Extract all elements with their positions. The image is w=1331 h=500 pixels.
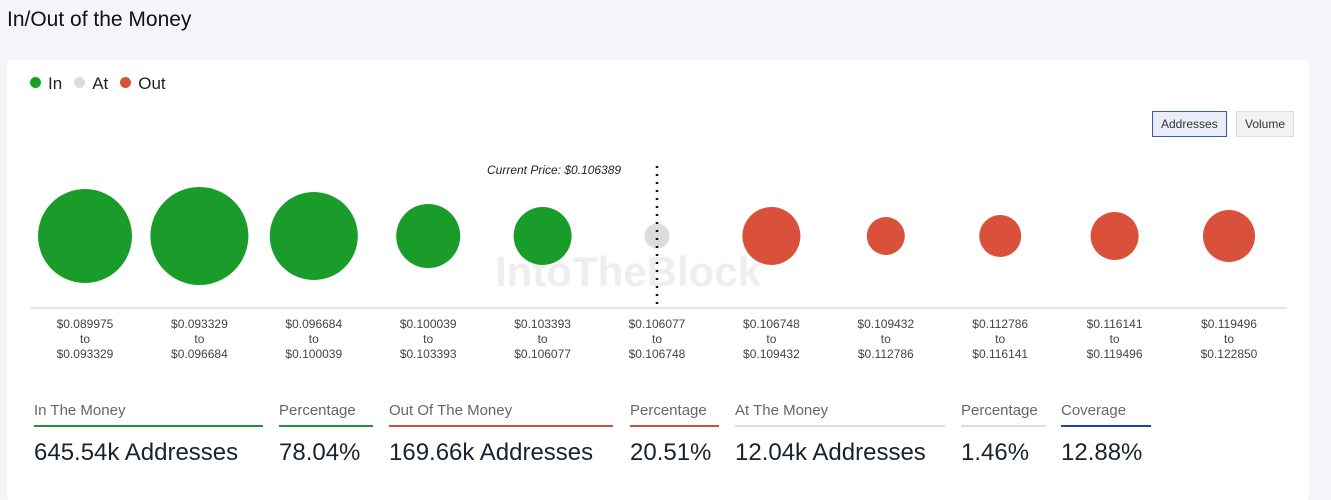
bin-to-word: to [1109,332,1120,346]
bin-label: $0.106748 to $0.109432 [716,317,826,362]
bin-label: $0.112786 to $0.116141 [945,317,1055,362]
bin-to-word: to [880,332,891,346]
bin-to: $0.119496 [1086,347,1143,361]
stat-value: 169.66k Addresses [389,439,594,466]
stat-label: Coverage [1061,402,1151,427]
stat-5: Percentage 1.46% [961,402,1046,467]
stat-label: In The Money [34,402,263,427]
legend: In At Out [30,74,166,94]
bin-label: $0.103393 to $0.106077 [488,317,598,362]
stat-label: Out Of The Money [389,402,613,427]
stat-value: 20.51% [630,439,712,466]
bin-label: $0.109432 to $0.112786 [831,317,941,362]
bin-to: $0.122850 [1200,347,1258,361]
stat-label: Percentage [961,402,1046,427]
stat-1: Percentage 78.04% [279,402,373,467]
stat-4: At The Money 12.04k Addresses [735,402,945,467]
bin-to-word: to [423,332,434,346]
bin-to: $0.100039 [285,347,343,361]
bin-from: $0.112786 [972,317,1029,331]
stat-value: 12.04k Addresses [735,439,926,466]
bin-label: $0.096684 to $0.100039 [259,317,369,362]
bin-to-word: to [651,332,662,346]
bin-to: $0.106077 [514,347,571,361]
bin-from: $0.109432 [857,317,915,331]
bin-from: $0.096684 [285,317,343,331]
bubble-in[interactable] [150,186,249,286]
stat-value: 645.54k Addresses [34,439,239,466]
bin-label: $0.119496 to $0.122850 [1174,317,1284,362]
bin-to: $0.109432 [743,347,800,361]
page-title: In/Out of the Money [7,8,192,31]
bubble-out[interactable] [979,215,1022,257]
bin-to: $0.093329 [56,347,114,361]
stat-value: 12.88% [1061,439,1143,466]
bin-to-word: to [537,332,548,346]
bubble-at[interactable] [644,223,670,249]
stat-label: Percentage [279,402,373,427]
bin-to-word: to [308,332,319,346]
bin-from: $0.103393 [514,317,571,331]
bubble-chart [30,166,1287,309]
bin-label: $0.106077 to $0.106748 [602,317,712,362]
stat-2: Out Of The Money 169.66k Addresses [389,402,613,467]
bin-to: $0.116141 [972,347,1029,361]
bin-from: $0.100039 [399,317,457,331]
bin-from: $0.093329 [171,317,228,331]
bin-from: $0.119496 [1201,317,1257,331]
current-price-label: Current Price: $0.106389 [487,163,622,177]
bubble-in[interactable] [396,203,461,269]
bubble-out[interactable] [1090,211,1139,261]
bin-to-word: to [194,332,205,346]
stat-3: Percentage 20.51% [630,402,719,467]
bin-from: $0.106748 [743,317,800,331]
bubble-out[interactable] [742,207,801,265]
bin-to-word: to [1223,332,1234,346]
bubble-out[interactable] [866,217,905,255]
bin-to-word: to [995,332,1006,346]
stat-value: 1.46% [961,439,1030,466]
legend-in[interactable]: In [30,74,62,94]
stat-value: 78.04% [279,439,361,466]
bin-to: $0.103393 [399,347,457,361]
stat-label: At The Money [735,402,945,427]
bubble-in[interactable] [38,189,132,283]
bin-from: $0.089975 [56,317,114,331]
legend-at[interactable]: At [74,74,108,94]
bin-label: $0.100039 to $0.103393 [373,317,483,362]
legend-out[interactable]: Out [120,74,166,94]
addresses-toggle[interactable]: Addresses [1152,111,1227,137]
stat-0: In The Money 645.54k Addresses [34,402,263,467]
bin-to: $0.112786 [857,347,914,361]
bin-to: $0.096684 [171,347,228,361]
bin-label: $0.093329 to $0.096684 [144,317,254,362]
bubble-in[interactable] [269,191,358,281]
bin-label: $0.089975 to $0.093329 [30,317,140,362]
bin-to-word: to [766,332,777,346]
stat-6: Coverage 12.88% [1061,402,1151,467]
bubble-in[interactable] [513,207,572,265]
bin-from: $0.116141 [1086,317,1143,331]
bin-from: $0.106077 [628,317,686,331]
bubble-out[interactable] [1202,209,1256,263]
bin-to-word: to [79,332,90,346]
stat-label: Percentage [630,402,719,427]
volume-toggle[interactable]: Volume [1236,111,1295,137]
bin-to: $0.106748 [628,347,686,361]
bin-label: $0.116141 to $0.119496 [1060,317,1170,362]
